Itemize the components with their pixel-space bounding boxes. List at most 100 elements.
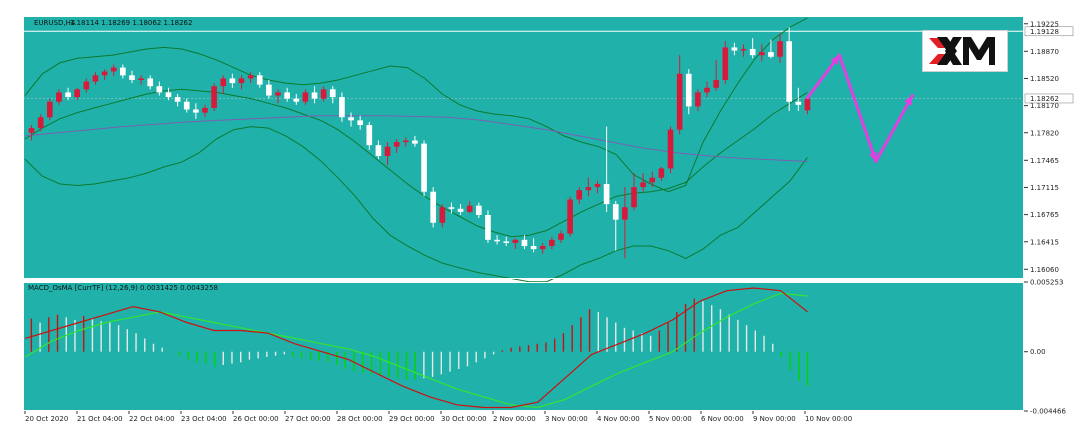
macd-indicator-label: MACD_OsMA [CurrTF] (12,26,9) 0.0031425 0… (28, 284, 218, 292)
time-tick-label: 29 Oct 00:00 (389, 415, 435, 423)
macd-tick-label: 0.005253 (1030, 279, 1063, 287)
time-tick-label: 9 Nov 00:00 (753, 415, 796, 423)
price-panel-frame (23, 16, 1024, 279)
price-tick-label: 1.18520 (1030, 75, 1059, 83)
candle-body (211, 86, 217, 108)
forecast-arrow-head (904, 95, 913, 106)
time-tick-label: 22 Oct 04:00 (129, 415, 175, 423)
forecast-arrow-segment (837, 53, 878, 163)
macd-panel[interactable] (23, 282, 1024, 411)
candle-body (649, 177, 656, 183)
candle-body (695, 92, 701, 107)
candle-body (749, 48, 756, 56)
candle-body (713, 80, 719, 88)
candle-body (384, 146, 391, 157)
macd-tick-label: -0.004466 (1030, 408, 1066, 416)
candle-body (101, 71, 108, 76)
time-tick-label: 28 Oct 00:00 (337, 415, 383, 423)
candle-body (129, 75, 135, 81)
price-tick-label: 1.18170 (1030, 102, 1059, 110)
candle-body (466, 205, 473, 212)
candle-body (46, 101, 53, 118)
candle-body (329, 89, 336, 98)
candle-body (740, 48, 747, 51)
candle-body (421, 143, 427, 192)
price-tick-label: 1.17465 (1030, 157, 1059, 165)
candle-body (56, 92, 62, 102)
candle-body (795, 101, 802, 105)
candle-body (576, 190, 583, 200)
candle-body (594, 183, 601, 188)
candle-body (202, 107, 208, 113)
current-price-label: 1.18262 (1030, 95, 1059, 103)
price-panel-background (23, 16, 1024, 279)
candle-body (375, 145, 382, 157)
price-panel[interactable] (23, 16, 1024, 283)
candle-body (549, 239, 555, 247)
candle-body (256, 75, 263, 85)
candle-body (220, 78, 227, 87)
time-tick-label: 27 Oct 00:00 (285, 415, 331, 423)
price-tick-label: 1.17820 (1030, 129, 1059, 137)
current-price-tag (1024, 93, 1074, 104)
candle-body (777, 41, 783, 57)
macd-panel-frame (23, 282, 1024, 411)
macd-tick-label: 0.00 (1030, 348, 1046, 356)
candle-body (293, 98, 300, 102)
candle-body (275, 92, 281, 96)
candle-body (567, 199, 573, 234)
candle-body (138, 78, 144, 81)
symbol-timeframe-label: EURUSD,H4 (34, 19, 76, 27)
macd-main-line (24, 287, 808, 409)
time-tick-label: 3 Nov 00:00 (545, 415, 588, 423)
candle-body (603, 183, 610, 205)
candle-body (147, 78, 154, 87)
resistance-price-tag (1024, 26, 1074, 37)
candle-body (521, 239, 528, 247)
candle-body (448, 207, 455, 209)
bollinger-middle-band (24, 88, 808, 238)
candle-body (156, 86, 163, 93)
candle-body (704, 87, 710, 93)
candle-body (676, 73, 683, 130)
candle-body (174, 97, 181, 102)
axes: 1.19225 1.18870 1.18520 1.18170 1.17820 1.174… (23, 16, 1074, 423)
candle-body (165, 92, 172, 98)
candle-body (758, 52, 765, 56)
candle-body (65, 92, 71, 98)
candle-body (110, 67, 117, 72)
time-tick-label: 10 Nov 00:00 (805, 415, 852, 423)
moving-average-line (24, 115, 808, 162)
time-tick-label: 4 Nov 00:00 (597, 415, 640, 423)
resistance-price-label: 1.19128 (1030, 28, 1059, 36)
candle-body (357, 120, 363, 126)
candle-body (457, 208, 464, 212)
price-tick-label: 1.16765 (1030, 211, 1059, 219)
bollinger-upper-band (24, 17, 808, 193)
candle-body (640, 182, 646, 188)
candle-body (731, 47, 738, 51)
candle-body (402, 140, 409, 143)
candle-body (667, 129, 674, 169)
forecast-arrow-segment (874, 94, 914, 163)
candle-body (320, 89, 327, 99)
candle-body (238, 78, 245, 84)
xm-logo-icon (929, 37, 995, 65)
candle-body (658, 168, 665, 178)
price-tick-label: 1.17115 (1030, 184, 1059, 192)
candle-body (266, 84, 272, 96)
forecast-arrow-head (868, 151, 878, 162)
candle-body (302, 92, 309, 102)
candle-body (120, 67, 126, 76)
candle-body (685, 73, 692, 107)
macd-signal-line (24, 292, 808, 409)
candle-body (348, 117, 354, 121)
candle-body (485, 214, 491, 240)
candle-body (412, 140, 418, 144)
time-tick-label: 26 Oct 00:00 (233, 415, 279, 423)
candle-body (539, 246, 546, 250)
price-tick-label: 1.16060 (1030, 266, 1059, 274)
candle-body (494, 239, 500, 242)
time-tick-label: 21 Oct 04:00 (77, 415, 123, 423)
price-tick-label: 1.18870 (1030, 48, 1059, 56)
